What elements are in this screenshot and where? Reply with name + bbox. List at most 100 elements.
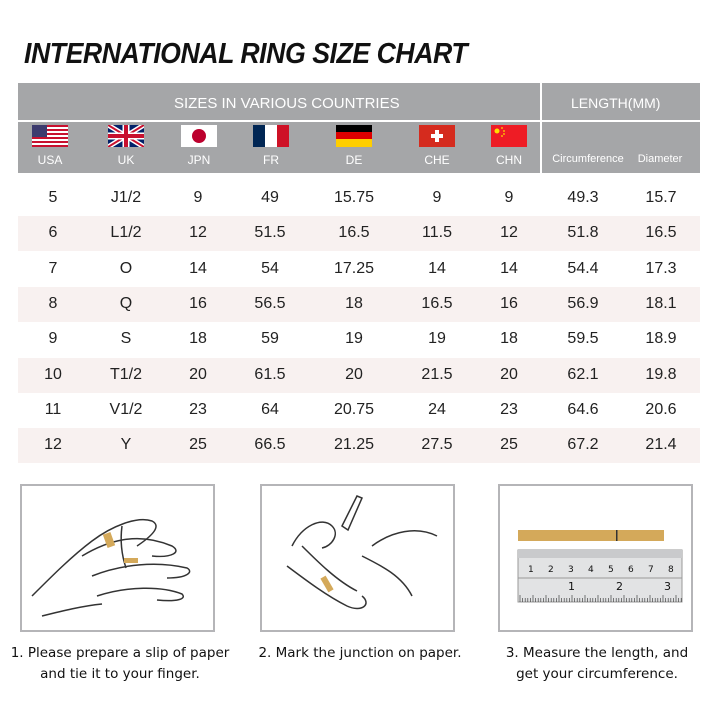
ruler-mm-label: 5 (608, 565, 614, 575)
cell-usa: 9 (48, 330, 58, 348)
cell-fr: 54 (261, 259, 279, 277)
cell-circumference: 67.2 (567, 436, 599, 454)
ruler-mm-label: 6 (628, 565, 634, 575)
column-diameter: Diameter (637, 153, 683, 165)
cell-che: 19 (428, 330, 446, 348)
table-row: 12 Y 25 66.5 21.25 27.5 25 67.2 21.4 (18, 428, 700, 464)
cell-circumference: 54.4 (567, 259, 599, 277)
hand-with-paper-icon (31, 519, 191, 617)
cell-chn: 16 (500, 294, 518, 312)
cell-che: 24 (428, 400, 446, 418)
cell-chn: 18 (500, 330, 518, 348)
uk-flag-icon (108, 125, 144, 147)
france-flag-icon (253, 125, 289, 147)
cell-uk: J1/2 (110, 189, 142, 206)
cell-circumference: 64.6 (567, 400, 599, 418)
cell-circumference: 62.1 (567, 365, 599, 383)
table-row: 10 T1/2 20 61.5 20 21.5 20 62.1 19.8 (18, 357, 700, 393)
cell-jpn: 16 (189, 294, 207, 312)
cell-de: 18 (345, 294, 363, 312)
ruler-inch-label: 1 (568, 580, 575, 593)
cell-usa: 10 (44, 365, 62, 383)
cell-uk: T1/2 (109, 365, 143, 383)
cell-chn: 20 (500, 365, 518, 383)
column-de: DE (345, 153, 363, 167)
cell-de: 17.25 (333, 259, 375, 277)
step-1-caption: 1. Please prepare a slip of paper and tie… (10, 645, 230, 682)
cell-fr: 61.5 (254, 365, 286, 383)
cell-che: 11.5 (422, 224, 452, 242)
cell-uk: S (120, 330, 132, 348)
cell-circumference: 59.5 (567, 330, 599, 348)
length-label: LENGTH(MM) (571, 95, 661, 111)
cell-de: 15.75 (333, 189, 375, 206)
cell-de: 20.75 (333, 400, 375, 418)
cell-usa: 11 (44, 400, 62, 418)
step-2-caption: 2. Mark the junction on paper. (258, 645, 462, 661)
cell-diameter: 18.1 (645, 294, 677, 312)
china-flag-icon (491, 125, 527, 147)
ruler-mm-label: 8 (668, 565, 674, 575)
cell-uk: Q (119, 294, 133, 312)
cell-uk: V1/2 (109, 400, 143, 418)
divider (18, 120, 700, 122)
cell-usa: 8 (48, 294, 58, 312)
cell-che: 21.5 (421, 365, 453, 383)
ruler-inch-label: 2 (616, 580, 623, 593)
step-2-illustration (260, 484, 455, 632)
cell-diameter: 19.8 (645, 365, 677, 383)
cell-diameter: 21.4 (645, 436, 677, 454)
cell-jpn: 12 (189, 224, 207, 242)
cell-uk: Y (120, 436, 132, 454)
us-flag-icon (32, 125, 68, 147)
cell-de: 20 (345, 365, 363, 383)
divider (540, 83, 542, 173)
cell-diameter: 18.9 (645, 330, 677, 348)
cell-circumference: 51.8 (567, 224, 599, 242)
cell-usa: 6 (48, 224, 58, 242)
cell-fr: 49 (261, 189, 279, 206)
switzerland-flag-icon (419, 125, 455, 147)
step-3-illustration: 1 2 3 4 5 6 7 8 1 2 3 (498, 484, 693, 632)
cell-usa: 12 (44, 436, 62, 454)
cell-uk: O (119, 259, 133, 277)
cell-fr: 66.5 (254, 436, 286, 454)
column-usa: USA (37, 153, 63, 167)
hand-with-pen-icon (286, 495, 438, 610)
germany-flag-icon (336, 125, 372, 147)
table-row: 9 S 18 59 19 19 18 59.5 18.9 (18, 322, 700, 357)
cell-fr: 51.5 (254, 224, 286, 242)
cell-che: 16.5 (421, 294, 453, 312)
cell-usa: 5 (48, 189, 58, 206)
ruler-mm-label: 2 (548, 565, 554, 575)
cell-usa: 7 (48, 259, 58, 277)
column-uk: UK (117, 153, 135, 167)
ruler-inch-label: 3 (664, 580, 671, 593)
table-row: 8 Q 16 56.5 18 16.5 16 56.9 18.1 (18, 286, 700, 322)
table-row: 7 O 14 54 17.25 14 14 54.4 17.3 (18, 252, 700, 287)
column-fr: FR (263, 153, 279, 167)
step-3-caption: 3. Measure the length, and get your circu… (505, 645, 689, 682)
cell-diameter: 17.3 (645, 259, 677, 277)
cell-de: 16.5 (338, 224, 370, 242)
cell-diameter: 20.6 (645, 400, 677, 418)
table-row: 11 V1/2 23 64 20.75 24 23 64.6 20.6 (18, 393, 700, 428)
cell-fr: 56.5 (254, 294, 286, 312)
cell-fr: 59 (261, 330, 279, 348)
cell-chn: 9 (504, 189, 514, 206)
cell-chn: 25 (500, 436, 518, 454)
table-header: SIZES IN VARIOUS COUNTRIES LENGTH(MM) US… (18, 83, 700, 173)
cell-chn: 23 (500, 400, 518, 418)
column-circumference: Circumference (552, 153, 624, 165)
cell-jpn: 14 (189, 259, 207, 277)
ruler-mm-label: 3 (568, 565, 574, 575)
cell-diameter: 15.7 (645, 189, 677, 206)
sizes-label: SIZES IN VARIOUS COUNTRIES (174, 95, 400, 112)
cell-jpn: 9 (193, 189, 203, 206)
cell-diameter: 16.5 (645, 224, 677, 242)
column-che: CHE (424, 153, 450, 167)
cell-de: 21.25 (333, 436, 375, 454)
ruler-icon: 1 2 3 4 5 6 7 8 1 2 3 (517, 530, 683, 603)
cell-che: 14 (428, 259, 446, 277)
cell-de: 19 (345, 330, 363, 348)
